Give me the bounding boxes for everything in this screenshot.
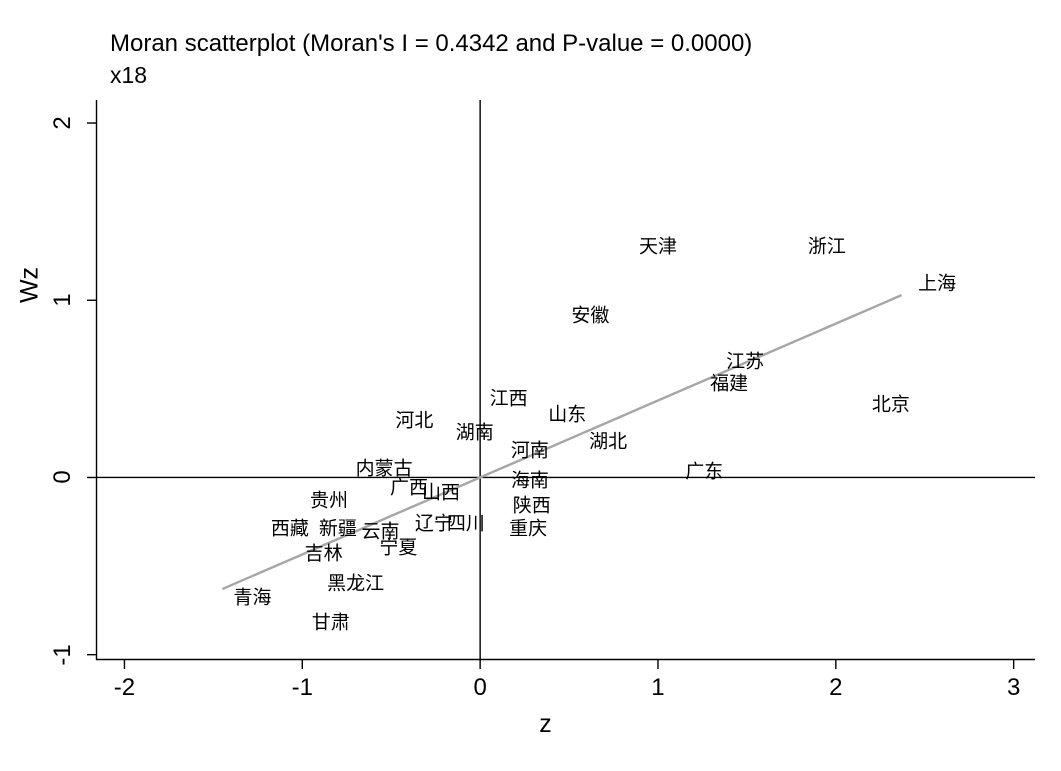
point-label: 天津 (638, 236, 677, 258)
point-label: 广东 (685, 461, 724, 483)
y-tick-label: 1 (49, 293, 76, 307)
x-axis-title: z (539, 710, 552, 738)
y-tick-label: 2 (49, 116, 76, 130)
point-label: 河南 (510, 440, 549, 462)
point-label: 福建 (710, 373, 749, 395)
y-tick-label: -1 (49, 644, 76, 666)
point-label: 宁夏 (379, 537, 418, 559)
x-tick-label: 2 (829, 674, 843, 701)
point-label: 北京 (871, 394, 910, 416)
point-label: 辽宁 (414, 513, 453, 535)
point-label: 浙江 (807, 236, 846, 258)
y-tick-label: 0 (49, 470, 76, 485)
x-tick-label: -2 (113, 674, 136, 701)
chart-title: Moran scatterplot (Moran's I = 0.4342 an… (110, 30, 753, 57)
point-label: 新疆 (318, 518, 357, 540)
point-label: 湖北 (589, 431, 628, 453)
x-tick-label: 0 (473, 674, 487, 701)
point-label: 西藏 (270, 518, 309, 540)
point-label: 吉林 (304, 543, 343, 565)
point-label: 重庆 (509, 518, 548, 540)
point-label: 陕西 (512, 495, 551, 517)
point-label: 青海 (233, 587, 272, 609)
point-label: 江苏 (726, 351, 765, 373)
point-label: 黑龙江 (327, 573, 385, 595)
point-label: 河北 (395, 410, 434, 432)
point-label: 山东 (548, 404, 587, 426)
point-label: 云南 (361, 521, 400, 543)
point-label: 湖南 (455, 422, 494, 444)
y-axis-title: Wz (15, 266, 44, 304)
point-label: 安徽 (571, 305, 610, 327)
point-label: 海南 (510, 470, 549, 492)
point-label: 江西 (489, 388, 528, 410)
chart-subtitle: x18 (110, 62, 148, 88)
x-tick-label: 3 (1006, 674, 1021, 701)
point-label: 内蒙古 (355, 458, 413, 480)
point-label: 上海 (918, 273, 957, 295)
x-tick-label: -1 (291, 674, 313, 701)
point-label: 山西 (421, 482, 461, 504)
point-label: 甘肃 (311, 612, 350, 634)
point-label: 四川 (446, 513, 485, 535)
regression-line (221, 294, 903, 591)
x-tick-label: 1 (651, 674, 665, 701)
point-label: 广西 (389, 477, 429, 499)
point-label: 贵州 (309, 490, 348, 511)
